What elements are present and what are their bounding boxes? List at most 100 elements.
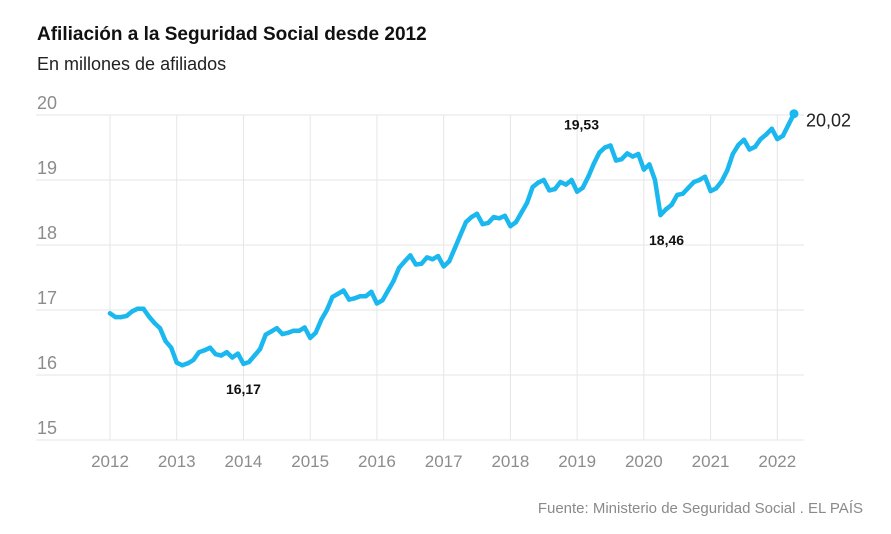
data-point [257, 346, 263, 352]
data-point [363, 294, 368, 299]
data-point [219, 353, 224, 358]
data-point [424, 255, 430, 260]
data-point [591, 161, 596, 166]
data-point [563, 182, 569, 187]
data-point [491, 214, 496, 220]
chart-subtitle: En millones de afiliados [37, 54, 227, 74]
y-tick-label: 18 [37, 223, 57, 243]
data-point [241, 361, 246, 367]
data-point [613, 158, 619, 163]
data-point [335, 291, 341, 296]
data-point [291, 328, 296, 333]
x-tick-label: 2015 [291, 452, 329, 471]
data-point [636, 151, 641, 157]
x-tick-label: 2017 [425, 452, 463, 471]
data-point [419, 261, 424, 266]
y-tick-label: 19 [37, 158, 57, 178]
data-point [246, 359, 252, 365]
data-point [330, 294, 335, 300]
data-point [224, 350, 229, 355]
data-point [586, 174, 591, 179]
data-point [341, 288, 346, 293]
data-point [641, 167, 647, 172]
source-credit: Fuente: Ministerio de Seguridad Social .… [537, 500, 863, 517]
x-tick-label: 2022 [758, 452, 796, 471]
annotations: 16,17 19,53 18,46 20,02 [226, 109, 851, 397]
data-point [469, 214, 474, 220]
data-point [463, 220, 469, 225]
data-point [130, 309, 135, 314]
data-point [486, 220, 491, 226]
data-point [764, 132, 769, 137]
data-point [597, 150, 602, 155]
data-point [230, 355, 235, 360]
data-point [558, 179, 563, 185]
data-point [691, 179, 697, 185]
data-point [118, 314, 124, 320]
data-point [719, 179, 724, 184]
covid-drop-label: 18,46 [649, 232, 684, 248]
data-point [413, 262, 418, 267]
data-point [385, 288, 391, 293]
data-point [274, 326, 279, 331]
y-tick-label: 15 [37, 418, 57, 438]
end-value-label: 20,02 [806, 111, 851, 131]
data-point [180, 363, 185, 368]
y-axis: 20 19 18 17 16 15 [37, 93, 57, 438]
data-point [602, 145, 608, 150]
chart-title: Afiliación a la Seguridad Social desde 2… [37, 24, 427, 45]
y-tick-label: 17 [37, 288, 57, 308]
data-point [396, 265, 402, 270]
data-point [207, 345, 213, 350]
max-value-label: 19,53 [564, 117, 599, 133]
data-point [441, 264, 446, 269]
data-point [530, 184, 535, 190]
data-point [480, 222, 485, 227]
data-point [708, 188, 713, 194]
data-point [547, 188, 552, 193]
data-point [308, 335, 313, 341]
data-point [702, 174, 708, 179]
data-point [185, 361, 191, 366]
x-tick-label: 2016 [358, 452, 396, 471]
data-point [408, 253, 413, 258]
data-point [686, 185, 691, 190]
data-point [519, 210, 524, 215]
data-point [107, 311, 113, 316]
data-point [497, 216, 502, 221]
data-point [141, 306, 146, 311]
data-point [669, 202, 674, 207]
x-tick-label: 2021 [692, 452, 730, 471]
data-point [124, 313, 129, 319]
data-point [786, 122, 791, 127]
end-point-marker [789, 109, 799, 119]
data-point [769, 126, 774, 131]
data-point [263, 332, 268, 337]
x-tick-label: 2014 [225, 452, 263, 471]
data-point [730, 151, 735, 157]
grid [36, 114, 804, 441]
data-point [213, 352, 218, 357]
data-point [346, 297, 352, 302]
data-point [380, 298, 385, 303]
data-point [747, 147, 752, 152]
data-point [113, 314, 118, 320]
x-tick-label: 2020 [625, 452, 663, 471]
data-point [152, 320, 157, 326]
data-point [663, 207, 669, 212]
data-point [752, 144, 758, 149]
data-point [352, 296, 357, 301]
data-point [135, 306, 140, 311]
data-point [630, 154, 635, 159]
data-point [252, 353, 257, 358]
x-tick-label: 2018 [491, 452, 529, 471]
data-point [508, 224, 513, 229]
data-point [146, 314, 152, 319]
data-point [658, 212, 663, 218]
data-point [741, 137, 747, 142]
data-point [775, 136, 780, 142]
data-point [625, 151, 630, 156]
x-tick-label: 2013 [158, 452, 196, 471]
data-point [524, 200, 530, 205]
